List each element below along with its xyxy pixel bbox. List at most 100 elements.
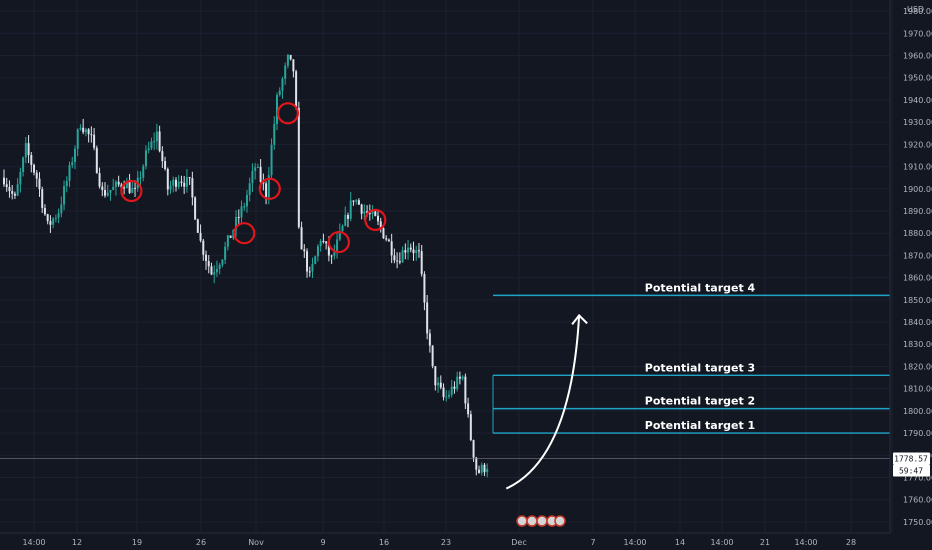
candle-body — [377, 215, 380, 222]
candle-body — [166, 168, 169, 190]
price-tick-label: 1900.00 — [903, 185, 932, 194]
candle-body — [450, 386, 453, 395]
candle-body — [434, 366, 437, 386]
candle-body — [327, 243, 330, 256]
candle-body — [161, 151, 164, 162]
countdown-tag — [893, 464, 930, 477]
candle-body — [423, 274, 426, 303]
event-icon[interactable] — [516, 515, 528, 527]
candle-body — [123, 187, 126, 189]
candle-body — [76, 129, 79, 149]
candle-body — [207, 261, 210, 267]
candle-body — [382, 228, 385, 239]
candle-body — [385, 238, 388, 240]
candle-body — [371, 211, 374, 214]
candle-body — [153, 141, 156, 143]
candle-body — [322, 240, 325, 242]
price-tick-label: 1870.00 — [903, 251, 932, 260]
candle-body — [284, 65, 287, 79]
candle-body — [57, 213, 60, 218]
event-icon[interactable] — [536, 515, 548, 527]
candle-body — [270, 144, 273, 176]
candle-body — [300, 227, 303, 250]
candle-body — [213, 272, 216, 275]
candle-body — [235, 216, 238, 230]
candle-body — [248, 183, 251, 195]
candle-body — [158, 131, 161, 152]
candle-body — [456, 376, 459, 389]
candle-body — [65, 180, 68, 187]
annotation-circle — [364, 208, 387, 231]
candle-body — [245, 194, 248, 207]
candle-body — [281, 78, 284, 91]
candle-body — [478, 469, 481, 473]
time-tick-label: 14:00 — [710, 538, 733, 547]
candle-body — [278, 90, 281, 95]
candle-body — [303, 249, 306, 252]
candle-body — [333, 252, 336, 256]
candle-body — [63, 186, 66, 205]
price-tick-label: 1880.00 — [903, 229, 932, 238]
candle-body — [30, 154, 33, 165]
price-tick-label: 1810.00 — [903, 385, 932, 394]
candle-body — [202, 240, 205, 255]
candle-body — [27, 143, 30, 155]
candle-body — [49, 221, 52, 225]
candle-body — [43, 207, 46, 215]
candle-body — [319, 240, 322, 247]
candle-body — [229, 235, 232, 238]
candle-body — [164, 161, 167, 169]
candle-body — [73, 148, 76, 163]
candle-body — [169, 185, 172, 190]
annotation-circle — [258, 177, 281, 200]
candle-body — [188, 177, 191, 179]
candle-body — [191, 178, 194, 198]
currency-label: USD — [907, 5, 924, 14]
candle-body — [363, 211, 366, 214]
candle-body — [393, 255, 396, 261]
candle-body — [398, 261, 401, 263]
candle-body — [267, 175, 270, 198]
candle-body — [199, 232, 202, 241]
candle-body — [453, 386, 456, 389]
time-tick-label: 7 — [590, 538, 595, 547]
candle-body — [142, 166, 145, 178]
candle-body — [316, 246, 319, 257]
price-tick-label: 1800.00 — [903, 407, 932, 416]
candle-body — [420, 251, 423, 275]
candle-body — [24, 143, 27, 158]
target-label: Potential target 1 — [645, 419, 755, 432]
candle-body — [41, 189, 44, 208]
price-tags: 1778.57 59:47 — [893, 452, 930, 477]
candle-body — [259, 166, 262, 182]
price-tick-label: 1830.00 — [903, 340, 932, 349]
candle-body — [177, 181, 180, 187]
candle-body — [185, 177, 188, 187]
event-icon[interactable] — [554, 515, 566, 527]
candle-body — [407, 247, 410, 253]
candle-body — [338, 231, 341, 240]
candle-body — [360, 204, 363, 214]
time-tick-label: 19 — [132, 538, 142, 547]
candle-body — [276, 94, 278, 125]
price-tick-label: 1790.00 — [903, 429, 932, 438]
event-icon[interactable] — [526, 515, 538, 527]
candle-body — [374, 211, 377, 216]
candle-body — [325, 241, 328, 244]
candle-body — [90, 134, 93, 136]
candle-body — [183, 182, 186, 187]
time-tick-label: 21 — [760, 538, 770, 547]
candles — [0, 53, 890, 478]
candle-body — [109, 190, 112, 193]
candle-body — [355, 200, 358, 202]
events-icons[interactable] — [516, 515, 566, 527]
candle-body — [68, 165, 71, 181]
candle-body — [155, 131, 158, 142]
time-axis[interactable]: 14:00 12 19 26 Nov 9 16 23 Dec 7 14:00 14 14:00 21 14:… — [22, 538, 856, 547]
price-tick-label: 1930.00 — [903, 118, 932, 127]
candle-body — [344, 214, 347, 226]
time-tick-label: 14 — [675, 538, 685, 547]
annotation-circle — [120, 179, 143, 203]
price-tick-label: 1980.00 — [903, 7, 932, 16]
